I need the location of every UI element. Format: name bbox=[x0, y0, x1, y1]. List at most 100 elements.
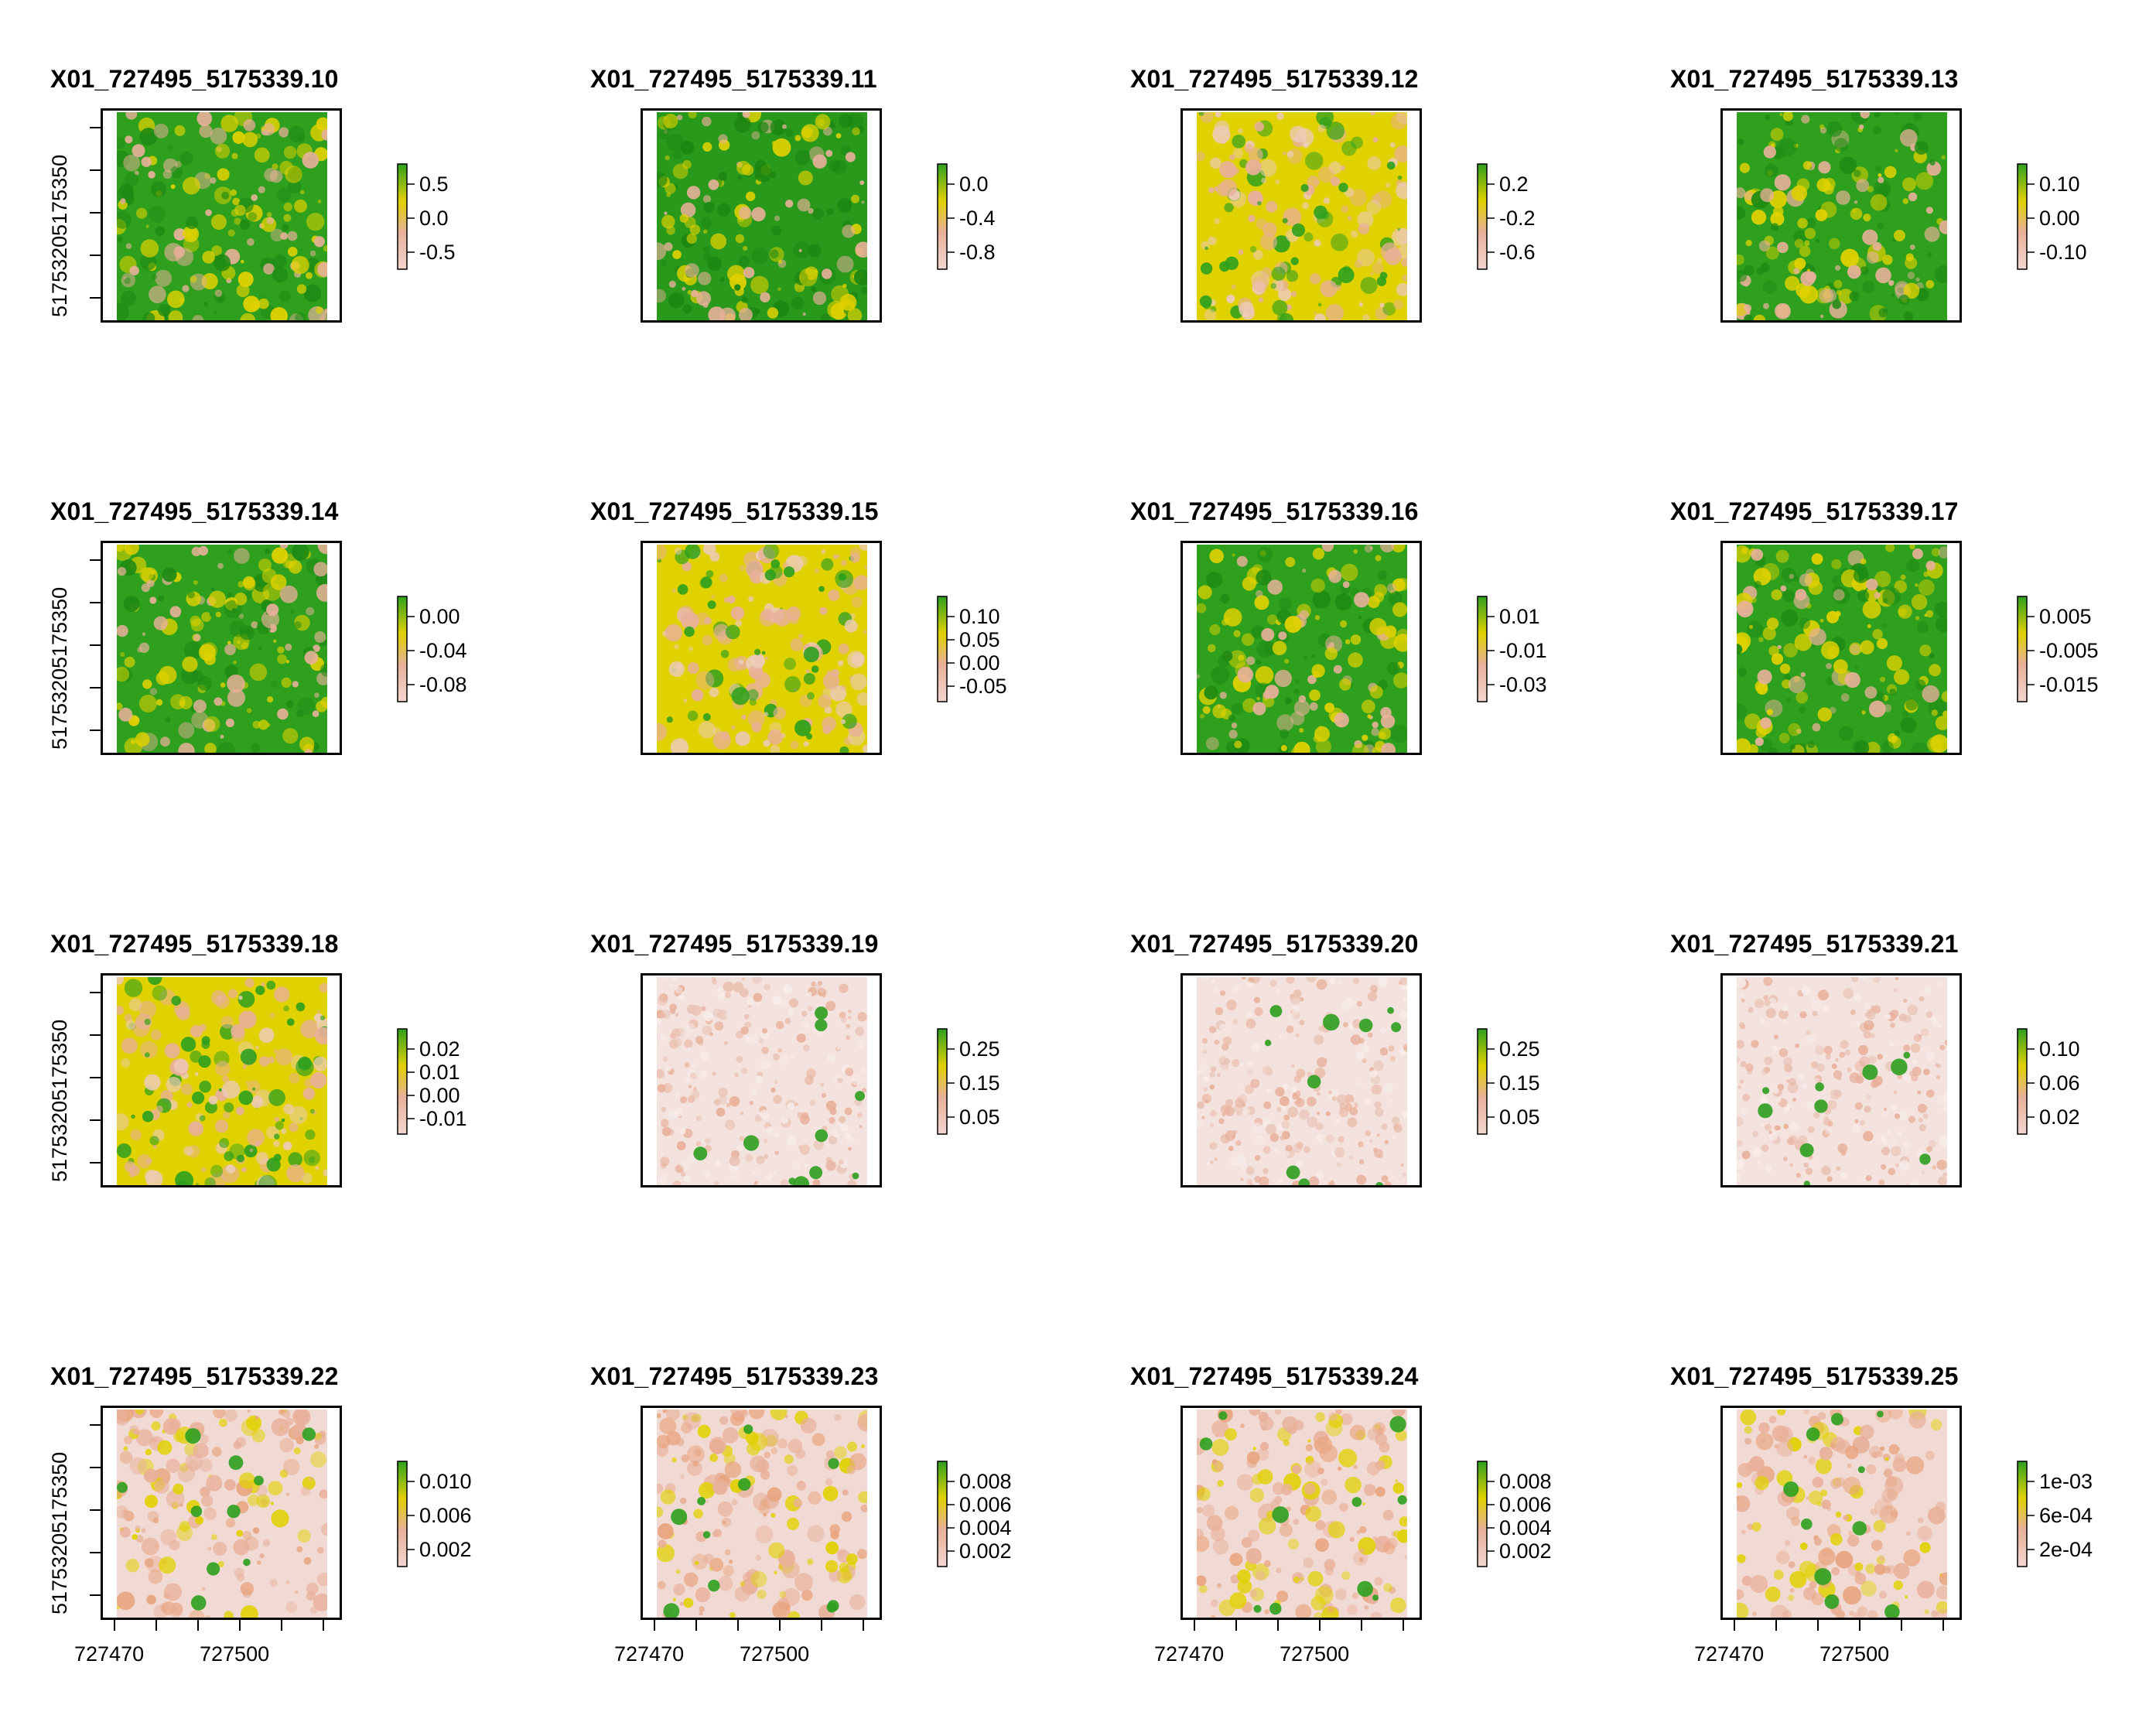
raster-cell bbox=[1944, 1040, 1947, 1046]
raster-cell bbox=[1857, 1466, 1865, 1474]
raster-cell bbox=[799, 1114, 810, 1125]
raster-cell bbox=[663, 129, 668, 135]
raster-cell bbox=[848, 1146, 852, 1151]
raster-cell bbox=[1864, 1020, 1874, 1031]
raster-cell bbox=[1375, 555, 1382, 562]
raster-cell bbox=[1839, 1051, 1846, 1058]
raster-cell bbox=[808, 244, 822, 258]
raster-cell bbox=[285, 1492, 289, 1496]
raster-cell bbox=[1848, 1530, 1854, 1536]
raster-cell bbox=[190, 1505, 203, 1517]
raster-cell bbox=[1939, 1044, 1946, 1051]
raster-cell bbox=[1888, 1444, 1899, 1455]
raster-cell bbox=[1315, 1412, 1325, 1423]
raster-cell bbox=[283, 1141, 292, 1150]
raster-cell bbox=[789, 998, 798, 1008]
raster-cell bbox=[227, 641, 231, 645]
raster-cell bbox=[187, 591, 195, 599]
raster-cell bbox=[155, 226, 166, 237]
raster-cell bbox=[205, 1615, 211, 1618]
raster-cell bbox=[829, 1569, 842, 1582]
raster-cell bbox=[1937, 981, 1942, 986]
raster-cell bbox=[147, 1511, 159, 1522]
raster-cell bbox=[672, 163, 688, 179]
raster-cell bbox=[822, 268, 832, 279]
raster-plot-frame bbox=[101, 541, 342, 755]
raster-cell bbox=[151, 1437, 157, 1444]
raster-cell bbox=[251, 194, 258, 201]
raster-cell bbox=[124, 1013, 133, 1023]
raster-cell bbox=[798, 170, 813, 186]
raster-cell bbox=[755, 1075, 764, 1084]
raster-cell bbox=[848, 1016, 852, 1020]
raster-cell bbox=[117, 702, 123, 710]
raster-cell bbox=[1281, 1120, 1290, 1129]
raster-cell bbox=[1205, 736, 1219, 750]
raster-cell bbox=[259, 1056, 270, 1067]
raster-cell bbox=[1907, 1004, 1919, 1016]
raster-cell bbox=[1380, 706, 1392, 719]
raster-cell bbox=[1202, 1037, 1208, 1044]
raster-cell bbox=[691, 1005, 702, 1016]
raster-cell bbox=[178, 722, 195, 739]
raster-cell bbox=[796, 1033, 806, 1043]
raster-cell bbox=[251, 621, 258, 629]
raster-cell bbox=[224, 1479, 236, 1491]
raster-cell bbox=[770, 1512, 776, 1518]
raster-cell bbox=[1201, 1116, 1205, 1119]
raster-cell bbox=[1805, 217, 1816, 229]
raster-cell bbox=[310, 1071, 327, 1088]
raster-cell bbox=[1795, 589, 1807, 601]
raster-cell bbox=[1786, 698, 1791, 702]
raster-cell bbox=[751, 722, 762, 733]
raster-cell bbox=[693, 1509, 703, 1519]
colorbar-tick-label: -0.08 bbox=[419, 673, 467, 696]
raster-cell bbox=[1808, 580, 1823, 595]
raster-cell bbox=[218, 297, 224, 302]
raster-cell bbox=[1210, 306, 1217, 313]
raster-cell bbox=[686, 1445, 705, 1464]
colorbar-tick-label: 0.05 bbox=[959, 628, 1000, 651]
raster-cell bbox=[1220, 1133, 1230, 1144]
raster-cell bbox=[729, 1096, 740, 1107]
raster-cell bbox=[1754, 580, 1761, 588]
raster-cell bbox=[1298, 695, 1307, 703]
raster-cell bbox=[173, 1483, 184, 1495]
raster-cell bbox=[852, 127, 860, 136]
raster-cell bbox=[706, 669, 724, 688]
raster-cell bbox=[162, 169, 173, 179]
raster-cell bbox=[764, 1154, 769, 1160]
raster-cell bbox=[199, 1080, 211, 1093]
raster-cell bbox=[1800, 671, 1806, 678]
raster-cell bbox=[1871, 1539, 1883, 1551]
raster-cell bbox=[201, 612, 211, 622]
raster-cell bbox=[758, 1502, 770, 1515]
raster-cell bbox=[1277, 1178, 1283, 1184]
raster-cell bbox=[121, 290, 137, 306]
raster-cell bbox=[1915, 679, 1926, 690]
raster-cell bbox=[675, 1092, 680, 1097]
raster-cell bbox=[1318, 166, 1334, 183]
raster-cell bbox=[273, 1140, 280, 1147]
raster-cell bbox=[821, 1093, 826, 1098]
raster-cell bbox=[1314, 313, 1326, 320]
raster-cell bbox=[1252, 281, 1266, 295]
raster-cell bbox=[777, 1047, 783, 1053]
raster-cell bbox=[774, 609, 791, 627]
raster-cell bbox=[737, 175, 743, 180]
raster-cell bbox=[1826, 610, 1839, 624]
raster-cell bbox=[1295, 1604, 1312, 1618]
raster-cell bbox=[1307, 175, 1320, 188]
raster-cell bbox=[1895, 977, 1899, 980]
raster-cell bbox=[1286, 1165, 1300, 1180]
raster-cell bbox=[1284, 658, 1290, 664]
raster-cell bbox=[657, 1018, 662, 1024]
raster-cell bbox=[808, 1491, 822, 1505]
raster-cell bbox=[1835, 265, 1841, 271]
raster-cell bbox=[1223, 608, 1242, 627]
raster-cell bbox=[304, 651, 319, 665]
raster-cell bbox=[685, 263, 699, 278]
raster-cell bbox=[669, 1008, 676, 1014]
raster-cell bbox=[1232, 553, 1235, 557]
raster-cell bbox=[1866, 1094, 1871, 1100]
